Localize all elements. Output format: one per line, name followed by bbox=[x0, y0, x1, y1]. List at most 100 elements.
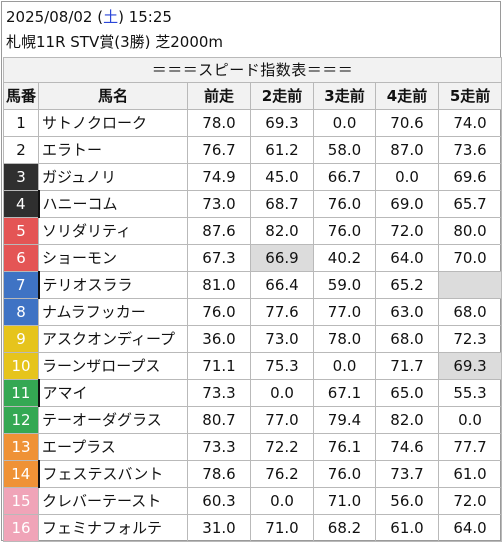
speed-index-cell: 66.9 bbox=[250, 244, 314, 272]
horse-name: クレバーテースト bbox=[38, 487, 188, 515]
horse-number: 8 bbox=[3, 298, 39, 326]
speed-index-cell: 36.0 bbox=[187, 325, 251, 353]
table-row: 13 エープラス 73.3 72.2 76.1 74.6 77.7 bbox=[3, 433, 502, 461]
speed-index-cell: 70.0 bbox=[437, 244, 502, 272]
col-header-horse-name: 馬名 bbox=[38, 82, 188, 110]
speed-index-cell: 31.0 bbox=[187, 514, 251, 542]
speed-index-cell: 74.6 bbox=[375, 433, 439, 461]
speed-index-cell: 74.0 bbox=[437, 109, 502, 137]
table-row: 14 フェステスバント 78.6 76.2 76.0 73.7 61.0 bbox=[3, 460, 502, 488]
horse-number: 6 bbox=[3, 244, 39, 272]
race-title: 札幌11R STV賞(3勝) 芝2000m bbox=[6, 33, 224, 51]
horse-name: フェステスバント bbox=[37, 460, 188, 488]
date-text: 2025/08/02 ( bbox=[6, 8, 104, 26]
table-header-row: 馬番 馬名 前走 2走前 3走前 4走前 5走前 bbox=[3, 82, 502, 110]
speed-index-cell: 67.1 bbox=[313, 379, 376, 407]
horse-number: 13 bbox=[3, 433, 39, 461]
speed-index-cell: 72.0 bbox=[375, 217, 439, 245]
horse-number: 9 bbox=[3, 325, 39, 353]
speed-index-cell: 69.3 bbox=[437, 352, 502, 380]
speed-index-cell: 56.0 bbox=[375, 487, 439, 515]
speed-index-cell: 68.0 bbox=[375, 325, 439, 353]
speed-index-cell: 82.0 bbox=[375, 406, 439, 434]
time-text: ) 15:25 bbox=[118, 8, 172, 26]
speed-index-cell: 77.0 bbox=[250, 406, 314, 434]
table-row: 11 アマイ 73.3 0.0 67.1 65.0 55.3 bbox=[3, 379, 502, 407]
speed-index-cell: 70.6 bbox=[375, 109, 439, 137]
speed-index-cell: 73.3 bbox=[187, 433, 251, 461]
table-row: 15 クレバーテースト 60.3 0.0 71.0 56.0 72.0 bbox=[3, 487, 502, 515]
speed-index-cell: 0.0 bbox=[375, 163, 439, 191]
speed-index-cell: 71.1 bbox=[187, 352, 251, 380]
table-row: 4 ハニーコム 73.0 68.7 76.0 69.0 65.7 bbox=[3, 190, 502, 218]
speed-index-cell: 76.7 bbox=[187, 136, 251, 164]
speed-index-cell: 71.7 bbox=[375, 352, 439, 380]
race-datetime: 2025/08/02 (土) 15:25 bbox=[6, 8, 172, 26]
horse-name: テリオスララ bbox=[37, 271, 188, 299]
table-row: 6 ショーモン 67.3 66.9 40.2 64.0 70.0 bbox=[3, 244, 502, 272]
speed-index-cell: 61.0 bbox=[437, 460, 502, 488]
horse-name: フェミナフォルテ bbox=[38, 514, 188, 542]
speed-index-cell: 73.0 bbox=[187, 190, 251, 218]
horse-number: 14 bbox=[3, 460, 39, 488]
speed-index-cell: 66.4 bbox=[250, 271, 314, 299]
speed-index-cell: 77.7 bbox=[437, 433, 502, 461]
speed-index-cell: 65.7 bbox=[437, 190, 502, 218]
horse-name: ソリダリティ bbox=[38, 217, 188, 245]
speed-index-cell: 76.2 bbox=[250, 460, 314, 488]
speed-index-cell: 76.0 bbox=[313, 460, 376, 488]
speed-index-cell: 78.0 bbox=[313, 325, 376, 353]
speed-index-cell: 79.4 bbox=[313, 406, 376, 434]
horse-number: 2 bbox=[3, 136, 39, 164]
col-header-5-races-ago: 5走前 bbox=[437, 82, 502, 110]
horse-name: ナムラフッカー bbox=[38, 298, 188, 326]
speed-index-cell: 73.6 bbox=[437, 136, 502, 164]
table-title-row: ＝＝＝スピード指数表＝＝＝ bbox=[2, 57, 502, 83]
horse-number: 5 bbox=[3, 217, 39, 245]
speed-index-cell: 82.0 bbox=[250, 217, 314, 245]
table-row: 10 ラーンザロープス 71.1 75.3 0.0 71.7 69.3 bbox=[3, 352, 502, 380]
speed-index-cell: 45.0 bbox=[250, 163, 314, 191]
horse-name: アマイ bbox=[37, 379, 188, 407]
horse-name: エラトー bbox=[38, 136, 188, 164]
horse-number: 1 bbox=[3, 109, 39, 137]
speed-index-cell bbox=[437, 271, 502, 299]
speed-index-cell: 66.7 bbox=[313, 163, 376, 191]
speed-index-cell: 72.2 bbox=[250, 433, 314, 461]
speed-index-cell: 80.7 bbox=[187, 406, 251, 434]
horse-name: ラーンザロープス bbox=[38, 352, 188, 380]
speed-index-cell: 68.0 bbox=[437, 298, 502, 326]
speed-index-cell: 0.0 bbox=[313, 352, 376, 380]
weekday-text: 土 bbox=[103, 8, 119, 26]
table-row: 1 サトノクローク 78.0 69.3 0.0 70.6 74.0 bbox=[3, 109, 502, 137]
speed-index-cell: 72.0 bbox=[437, 487, 502, 515]
speed-index-cell: 87.6 bbox=[187, 217, 251, 245]
speed-index-cell: 55.3 bbox=[437, 379, 502, 407]
horse-name: エープラス bbox=[38, 433, 188, 461]
speed-index-cell: 76.0 bbox=[313, 190, 376, 218]
horse-number: 15 bbox=[3, 487, 39, 515]
horse-name: アスクオンディープ bbox=[38, 325, 188, 353]
speed-index-cell: 81.0 bbox=[187, 271, 251, 299]
speed-index-cell: 61.2 bbox=[250, 136, 314, 164]
col-header-2-races-ago: 2走前 bbox=[250, 82, 314, 110]
speed-index-cell: 80.0 bbox=[437, 217, 502, 245]
speed-index-cell: 76.1 bbox=[313, 433, 376, 461]
speed-index-cell: 68.7 bbox=[250, 190, 314, 218]
speed-index-cell: 71.0 bbox=[313, 487, 376, 515]
table-row: 16 フェミナフォルテ 31.0 71.0 68.2 61.0 64.0 bbox=[3, 514, 502, 542]
speed-index-cell: 60.3 bbox=[187, 487, 251, 515]
speed-index-cell: 75.3 bbox=[250, 352, 314, 380]
horse-name: ハニーコム bbox=[37, 190, 188, 218]
speed-index-cell: 73.3 bbox=[187, 379, 251, 407]
speed-index-cell: 76.0 bbox=[187, 298, 251, 326]
horse-number: 10 bbox=[3, 352, 39, 380]
speed-index-cell: 67.3 bbox=[187, 244, 251, 272]
speed-index-cell: 69.6 bbox=[437, 163, 502, 191]
speed-index-cell: 78.6 bbox=[187, 460, 251, 488]
speed-index-cell: 87.0 bbox=[375, 136, 439, 164]
speed-index-cell: 58.0 bbox=[313, 136, 376, 164]
horse-number: 7 bbox=[3, 271, 39, 299]
speed-index-cell: 63.0 bbox=[375, 298, 439, 326]
